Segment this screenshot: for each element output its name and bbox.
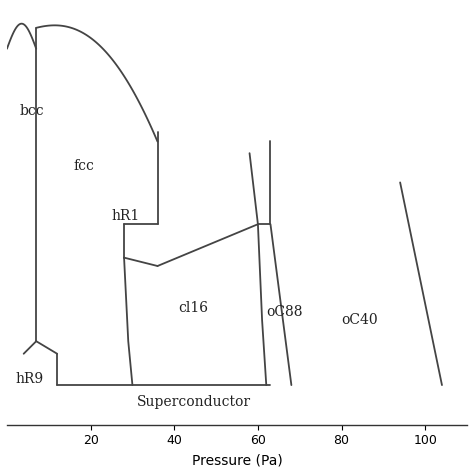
Text: cl16: cl16 xyxy=(178,301,209,315)
Text: fcc: fcc xyxy=(74,159,95,173)
Text: hR1: hR1 xyxy=(111,209,140,223)
Text: bcc: bcc xyxy=(19,104,44,118)
Text: oC40: oC40 xyxy=(342,313,378,328)
Text: oC88: oC88 xyxy=(266,305,303,319)
Text: hR9: hR9 xyxy=(15,372,44,386)
X-axis label: Pressure (Pa): Pressure (Pa) xyxy=(191,453,283,467)
Text: Superconductor: Superconductor xyxy=(137,395,251,409)
